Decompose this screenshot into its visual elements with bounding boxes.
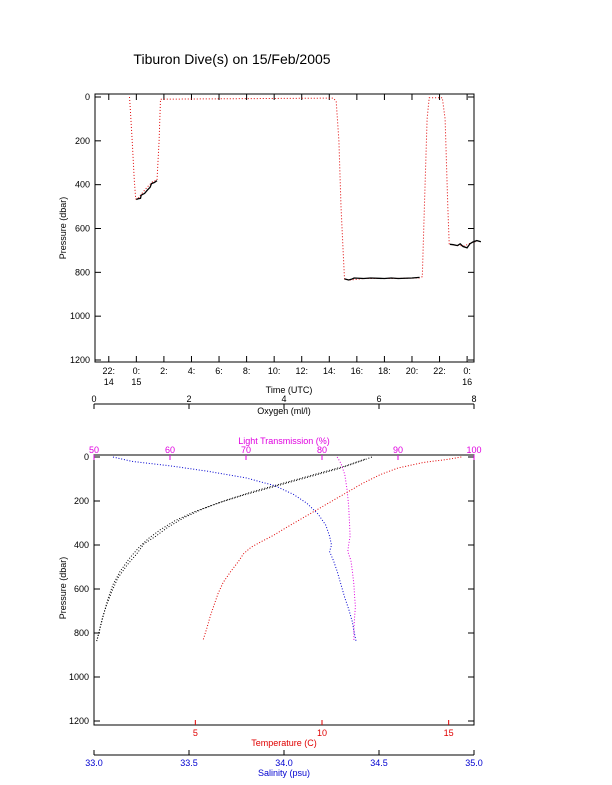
bottom-plot-frame [93,454,475,726]
top-x-tick-label-line2: 16 [462,377,472,387]
top-x-tick-label: 22: [433,366,446,376]
top-x-tick-label: 22: [103,366,116,376]
salinity-profile [112,456,357,642]
page-title: Tiburon Dive(s) on 15/Feb/2005 [133,51,330,67]
oxygen-tick-label: 8 [471,394,476,404]
salinity-tick-label: 33.5 [180,758,198,768]
top-y-tick-label: 600 [75,224,90,234]
top-x-tick-label: 4: [188,366,196,376]
top-y-tick-label: 0 [85,92,90,102]
oxygen-tick-label: 6 [376,394,381,404]
salinity-tick-label: 34.0 [275,758,293,768]
bottom-y-tick-label: 0 [84,452,89,462]
top-x-tick-label: 12: [295,366,308,376]
top-x-tick-label: 0: [463,366,471,376]
salinity-tick-label: 33.0 [85,758,103,768]
salinity-axis-label: Salinity (psu) [258,768,310,778]
temperature-tick-label: 10 [317,728,327,738]
bottom-y-tick-label: 800 [74,628,89,638]
light_transmission-profile [336,456,356,641]
bottom-y-tick-label: 1000 [69,672,89,682]
light-transmission-tick-label: 100 [466,445,481,455]
top-x-tick-label: 18: [378,366,391,376]
bottom-y-tick-label: 1200 [69,716,89,726]
oxygen-tick-label: 0 [91,394,96,404]
light-transmission-tick-label: 80 [317,445,327,455]
top-x-tick-label: 2: [160,366,168,376]
top-x-axis-label: Time (UTC) [266,385,313,395]
salinity-tick-label: 35.0 [465,758,483,768]
top-series-line-red [129,96,476,281]
light-transmission-tick-label: 60 [165,445,175,455]
bottom-y-tick-label: 200 [74,496,89,506]
light-transmission-tick-label: 50 [89,445,99,455]
top-y-tick-label: 400 [75,180,90,190]
top-x-tick-label-line2: 15 [131,377,141,387]
light-transmission-tick-label: 70 [241,445,251,455]
top-x-tick-label: 10: [268,366,281,376]
top-series-segment-black [344,276,420,281]
oxygen-tick-label: 2 [186,394,191,404]
top-y-tick-label: 200 [75,136,90,146]
bottom-y-tick-label: 400 [74,540,89,550]
profiles-chart: Pressure (dbar) Oxygen (ml/l) Light Tran… [58,394,483,778]
top-x-tick-label: 8: [243,366,251,376]
top-x-tick-label: 0: [133,366,141,376]
bottom-y-axis-label: Pressure (dbar) [58,557,68,620]
top-plot-frame [94,93,475,363]
top-y-tick-label: 1200 [70,355,90,365]
top-y-tick-label: 1000 [70,311,90,321]
top-x-tick-label-line2: 14 [104,377,114,387]
oxygen-profile-upcast [96,458,365,641]
top-series-segment-black [449,239,482,249]
light-transmission-tick-label: 90 [393,445,403,455]
oxygen-tick-label: 4 [281,394,286,404]
light-transmission-axis-label: Light Transmission (%) [238,436,330,446]
salinity-tick-label: 34.5 [370,758,388,768]
time-pressure-chart: Pressure (dbar) Time (UTC) 0 200 400 600 800… [58,92,482,395]
top-x-tick-label: 6: [215,366,223,376]
top-x-tick-label: 14: [323,366,336,376]
oxygen-axis-label: Oxygen (ml/l) [257,406,311,416]
top-y-tick-label: 800 [75,267,90,277]
temperature-profile [202,456,462,641]
top-series-segment-black [136,180,158,201]
oxygen-profile [95,456,373,642]
top-x-tick-label: 20: [406,366,419,376]
top-y-axis-label: Pressure (dbar) [58,197,68,260]
top-x-tick-label: 16: [351,366,364,376]
bottom-y-tick-label: 600 [74,584,89,594]
temperature-tick-label: 5 [193,728,198,738]
temperature-axis-label: Temperature (C) [251,738,317,748]
temperature-tick-label: 15 [444,728,454,738]
